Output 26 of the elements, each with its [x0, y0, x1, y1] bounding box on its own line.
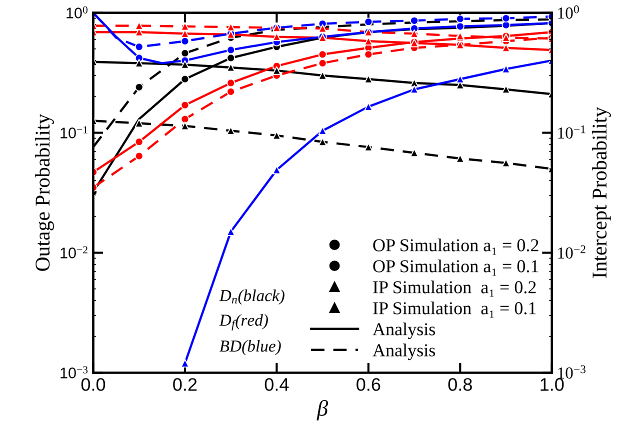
legend-label: IP Simulation a₁ = 0.2	[373, 280, 536, 297]
annotation: D$_{f}$(red)	[219, 314, 268, 330]
annotation: BD(blue)	[220, 340, 281, 356]
legend-label: Analysis	[372, 322, 436, 340]
legend-label: IP Simulation a₁ = 0.1	[373, 302, 536, 318]
text: 10$^{−1}$	[558, 125, 586, 139]
x-tick-label: 0.8	[448, 378, 472, 391]
x-tick-label: 0.4	[264, 378, 289, 391]
x-tick-label: 0.2	[173, 378, 197, 391]
legend-label: OP Simulation a₁ = 0.1	[373, 260, 538, 276]
y-tick-label: 10$^{0}$	[66, 6, 88, 18]
y-tick-label: 10$^{−3}$	[60, 366, 88, 378]
legend-label: OP Simulation a₁ = 0.2	[373, 238, 538, 255]
text: 10$^{0}$	[558, 5, 579, 19]
y-tick-label: 10$^{−2}$	[60, 246, 88, 258]
x-axis-title: β	[316, 400, 328, 420]
legend-label: Analysis	[372, 344, 436, 360]
x-tick-label: 0.0	[81, 378, 106, 391]
x-tick-label: 1.0	[540, 378, 564, 391]
annotation: D$_{n}$(black)	[219, 289, 284, 305]
y-axis-title: Outage Probability	[34, 114, 54, 271]
y-tick-label: 10$^{−1}$	[60, 126, 88, 138]
y2-axis-title: Intercept Probability	[592, 106, 611, 278]
x-tick-label: 0.6	[356, 378, 380, 391]
text: 10$^{−3}$	[558, 365, 586, 379]
text: 10$^{−2}$	[558, 245, 586, 259]
